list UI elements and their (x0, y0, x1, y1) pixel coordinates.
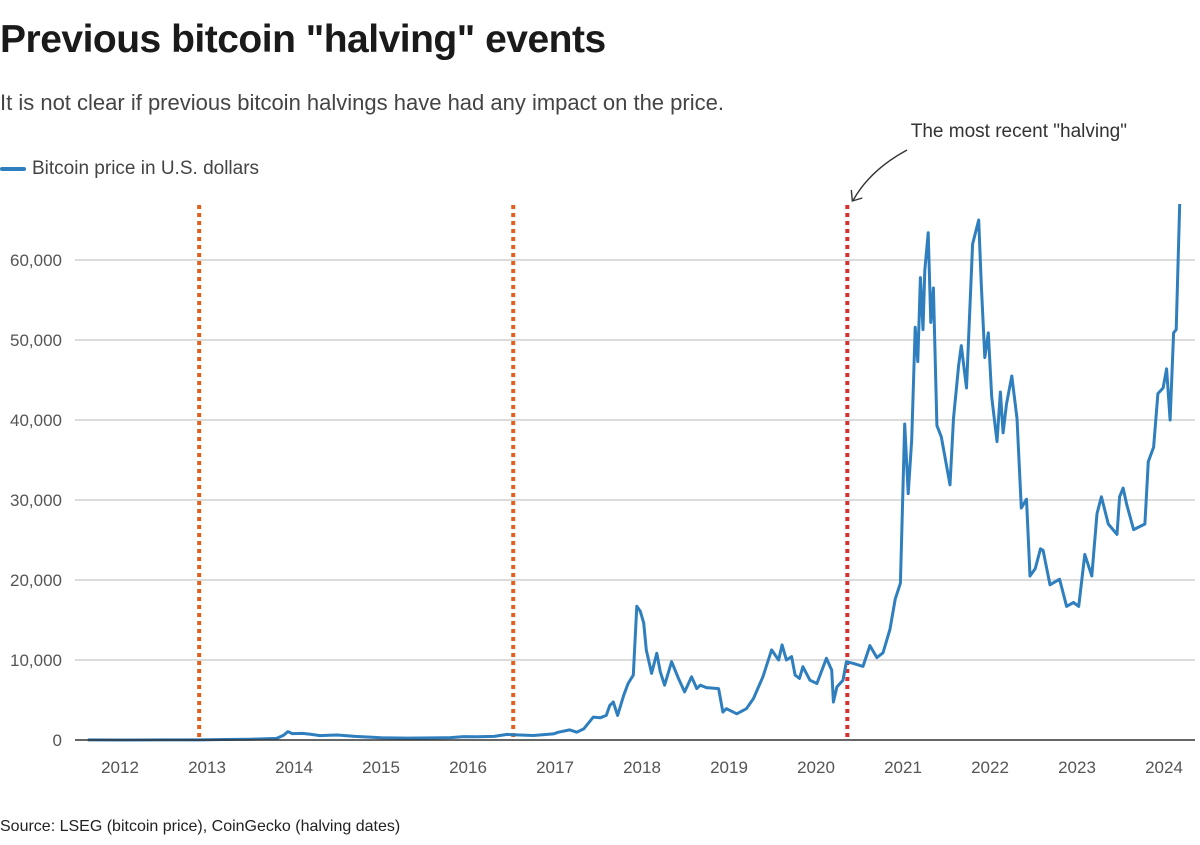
chart-title: Previous bitcoin "halving" events (0, 18, 606, 61)
y-tick-label: 40,000 (10, 411, 62, 430)
x-tick-label: 2023 (1058, 758, 1096, 777)
legend: Bitcoin price in U.S. dollars (0, 158, 259, 180)
x-tick-label: 2014 (275, 758, 313, 777)
x-tick-label: 2013 (188, 758, 226, 777)
x-tick-label: 2015 (362, 758, 400, 777)
x-tick-label: 2021 (884, 758, 922, 777)
annotation-arrow (852, 149, 908, 201)
legend-swatch (0, 167, 26, 171)
x-tick-label: 2020 (797, 758, 835, 777)
x-tick-label: 2016 (449, 758, 487, 777)
chart-subtitle: It is not clear if previous bitcoin halv… (0, 90, 724, 115)
source-note: Source: LSEG (bitcoin price), CoinGecko … (0, 818, 401, 835)
x-tick-label: 2012 (101, 758, 139, 777)
x-tick-label: 2017 (536, 758, 574, 777)
y-tick-label: 60,000 (10, 251, 62, 270)
annotation-text: The most recent "halving" (911, 121, 1127, 142)
y-tick-label: 10,000 (10, 651, 62, 670)
x-tick-label: 2022 (971, 758, 1009, 777)
y-tick-label: 30,000 (10, 491, 62, 510)
y-tick-label: 50,000 (10, 331, 62, 350)
y-tick-label: 0 (53, 731, 62, 750)
x-tick-label: 2018 (623, 758, 661, 777)
price-line (87, 203, 1182, 742)
arrowhead-icon (850, 189, 863, 202)
x-tick-label: 2024 (1145, 758, 1183, 777)
legend-label: Bitcoin price in U.S. dollars (32, 158, 260, 179)
x-tick-label: 2019 (710, 758, 748, 777)
y-tick-label: 20,000 (10, 571, 62, 590)
